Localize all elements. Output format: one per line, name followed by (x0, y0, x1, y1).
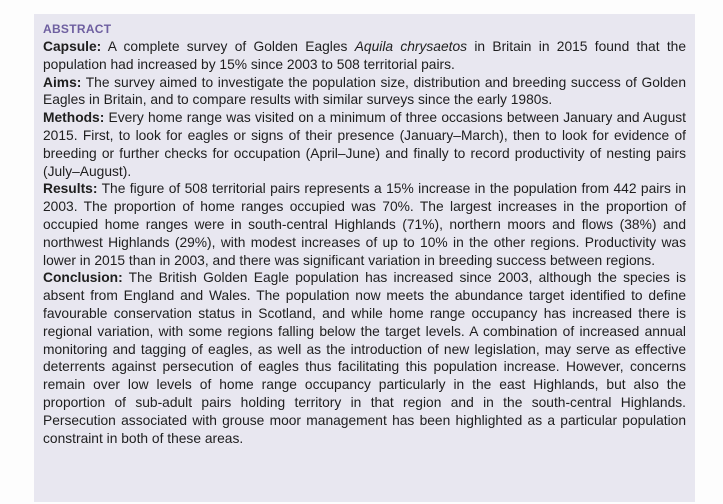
paragraph-text: The British Golden Eagle population has … (43, 270, 686, 446)
paragraph-capsule: Capsule: A complete survey of Golden Eag… (43, 38, 686, 74)
paragraph-aims: Aims: The survey aimed to investigate th… (43, 74, 686, 110)
paragraph-text: Every home range was visited on a minimu… (43, 110, 686, 179)
paragraph-results: Results: The figure of 508 territorial p… (43, 180, 686, 269)
paragraph-conclusion: Conclusion: The British Golden Eagle pop… (43, 269, 686, 447)
paragraph-text: The figure of 508 territorial pairs repr… (43, 181, 686, 268)
paragraph-text: A complete survey of Golden Eagles (101, 39, 355, 54)
paragraph-text: The survey aimed to investigate the popu… (43, 74, 686, 108)
abstract-heading: ABSTRACT (43, 22, 112, 36)
paragraph-label-methods: Methods: (43, 110, 105, 126)
paragraph-methods: Methods: Every home range was visited on… (43, 109, 686, 180)
abstract-panel: ABSTRACT Capsule: A complete survey of G… (34, 14, 695, 502)
paragraph-text: in Britain in 2015 found that the popula… (43, 39, 687, 72)
paragraph-label-aims: Aims: (43, 74, 82, 90)
species-name-italic: Aquila chrysaetos (354, 39, 468, 54)
paragraph-label-conclusion: Conclusion: (43, 270, 123, 286)
paragraph-label-results: Results: (43, 181, 98, 197)
paragraph-label-capsule: Capsule: (43, 39, 102, 54)
